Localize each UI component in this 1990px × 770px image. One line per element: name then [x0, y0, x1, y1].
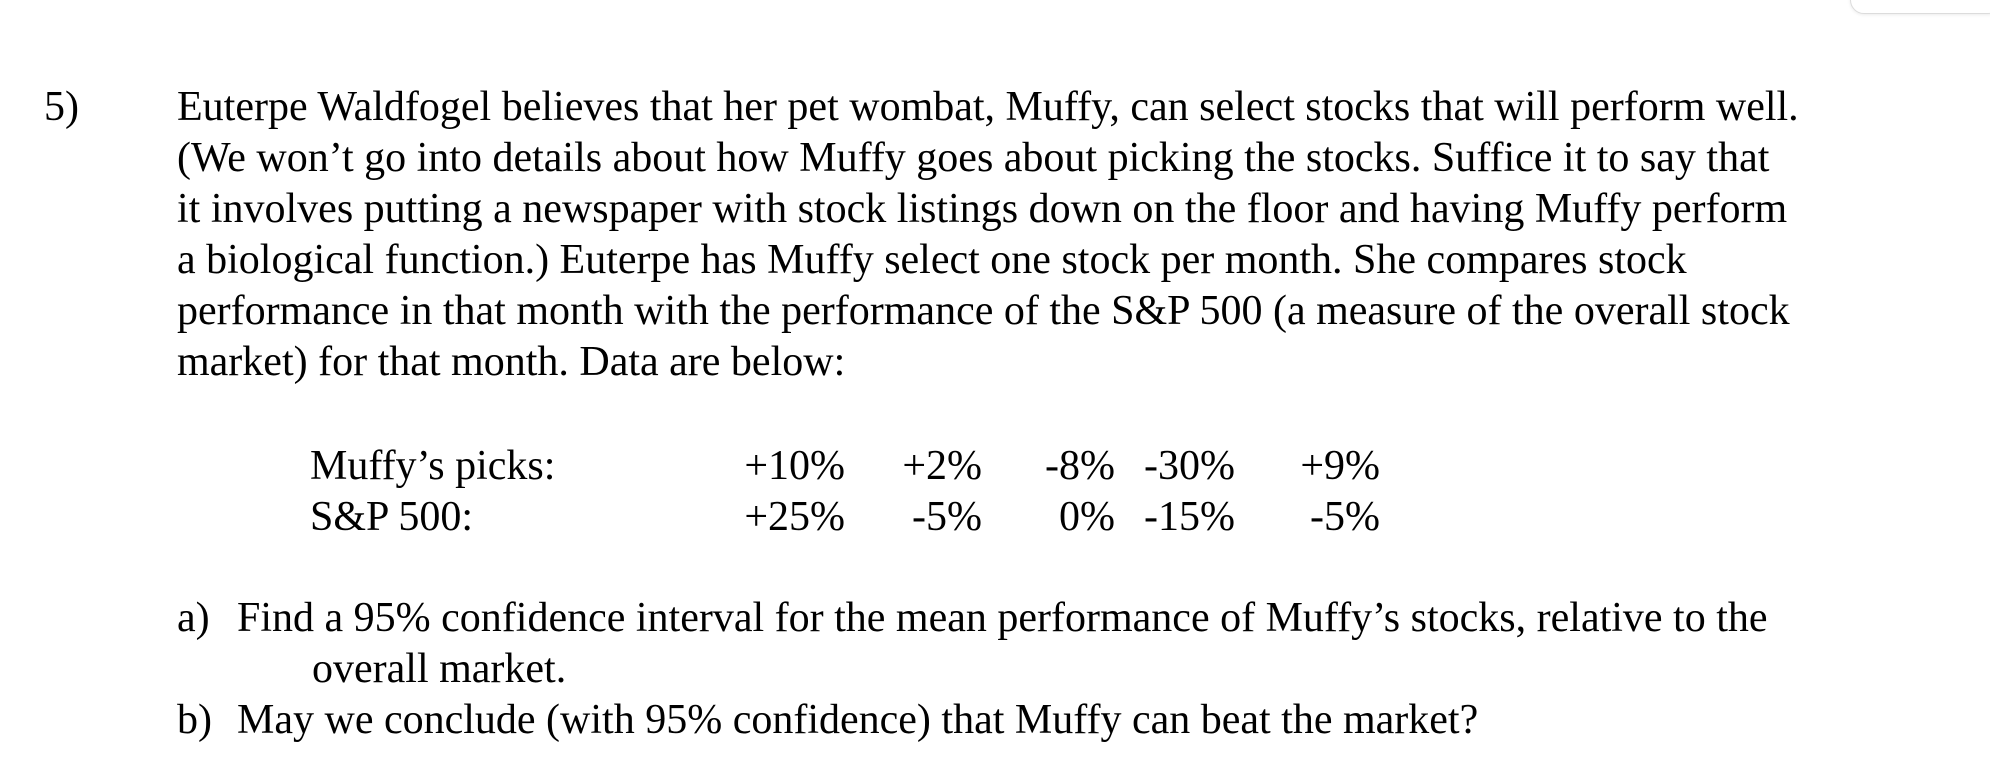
problem-statement: 5) Euterpe Waldfogel believes that her p… [44, 82, 1904, 388]
question-a: a) Find a 95% confidence interval for th… [177, 593, 1877, 695]
table-cell: +9% [1300, 443, 1380, 489]
table-cell: 0% [1059, 494, 1115, 540]
table-cell: -30% [1144, 443, 1235, 489]
table-cell: -5% [1310, 494, 1380, 540]
table-cell: -5% [912, 494, 982, 540]
row-label: Muffy’s picks: [310, 443, 556, 489]
question-letter: b) [177, 697, 212, 743]
problem-line: Euterpe Waldfogel believes that her pet … [177, 84, 1799, 130]
question-list: a) Find a 95% confidence interval for th… [177, 593, 1877, 746]
question-text: Find a 95% confidence interval for the m… [237, 595, 1768, 641]
table-cell: +10% [744, 443, 845, 489]
problem-number: 5) [44, 84, 79, 130]
problem-line: it involves putting a newspaper with sto… [177, 186, 1788, 232]
question-text: May we conclude (with 95% confidence) th… [237, 697, 1479, 743]
table-cell: -8% [1045, 443, 1115, 489]
problem-line: market) for that month. Data are below: [177, 339, 846, 385]
table-cell: +25% [744, 494, 845, 540]
question-text-continued: overall market. [312, 646, 567, 692]
row-label: S&P 500: [310, 494, 473, 540]
question-letter: a) [177, 595, 210, 641]
table-cell: -15% [1144, 494, 1235, 540]
table-cell: +2% [902, 443, 982, 489]
problem-line: (We won’t go into details about how Muff… [177, 135, 1770, 181]
problem-line: a biological function.) Euterpe has Muff… [177, 237, 1687, 283]
question-b: b) May we conclude (with 95% confidence)… [177, 695, 1877, 746]
problem-line: performance in that month with the perfo… [177, 288, 1790, 334]
window-corner-tab [1850, 0, 1990, 14]
problem-body: Euterpe Waldfogel believes that her pet … [177, 82, 1904, 388]
